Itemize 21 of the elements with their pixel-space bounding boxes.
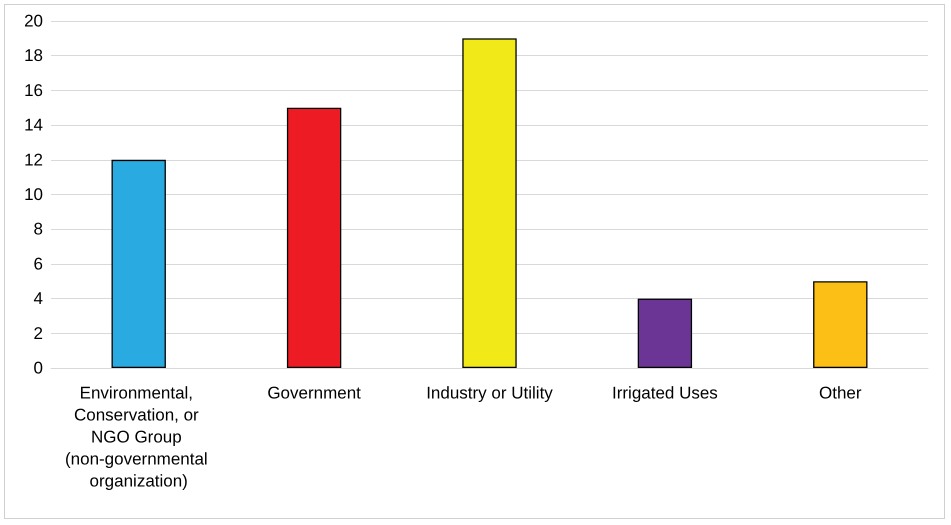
bar (813, 281, 868, 368)
y-tick-label: 10 (24, 185, 43, 204)
x-tick-label: Government (267, 384, 362, 402)
bar (112, 160, 166, 368)
y-tick-label: 20 (24, 12, 43, 30)
bar (462, 38, 517, 368)
y-tick-label: 0 (34, 358, 43, 378)
y-tick-label: 4 (34, 289, 43, 308)
y-tick-label: 16 (24, 80, 43, 100)
x-tick-label: Environmental, Conservation, or NGO Group (non-governmental organization) (64, 384, 212, 490)
y-tick-label: 6 (34, 254, 43, 274)
y-tick-label: 12 (24, 150, 43, 170)
x-tick-label: Other (819, 384, 862, 402)
x-tick-label: Irrigated Uses (612, 384, 718, 402)
bar (638, 298, 692, 368)
y-tick-label: 8 (34, 220, 43, 239)
y-tick-label: 14 (24, 116, 43, 135)
y-tick-label: 18 (24, 46, 43, 66)
bar (286, 108, 342, 368)
y-tick-label: 2 (34, 324, 43, 343)
x-tick-label: Industry or Utility (426, 384, 554, 402)
